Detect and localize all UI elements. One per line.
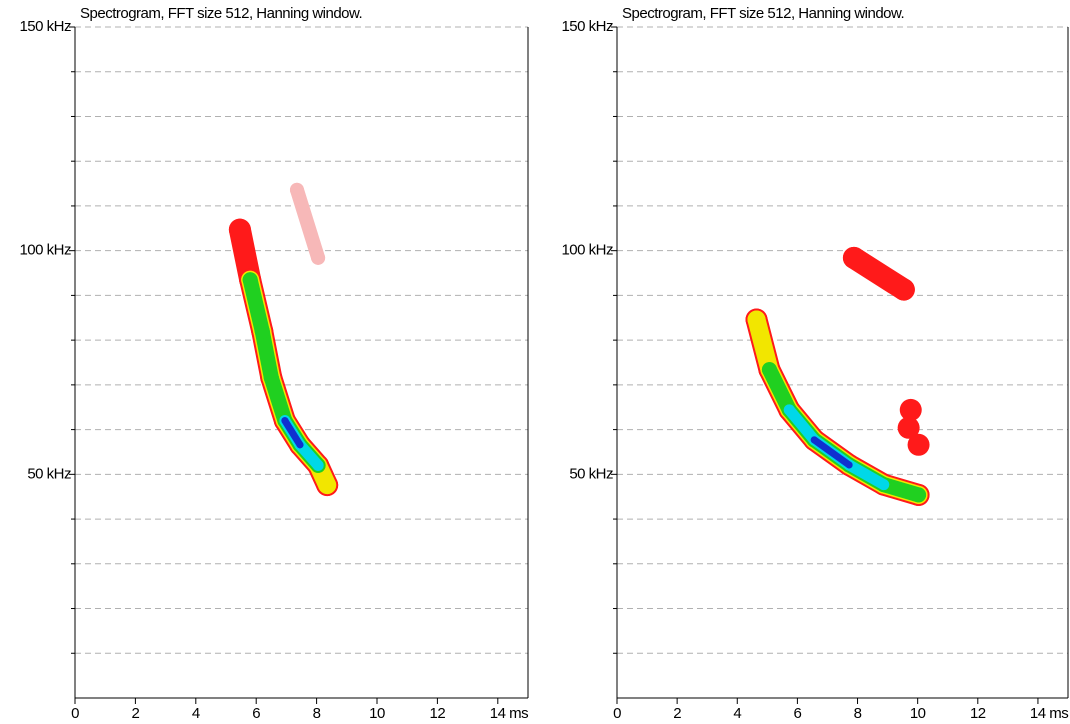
track-segment: [843, 459, 890, 491]
track-segment: [281, 417, 304, 449]
x-tick-label: 4: [192, 705, 200, 722]
y-tick-label: 100 kHz: [19, 242, 71, 259]
track-segment: [242, 272, 270, 339]
x-tick-label: 6: [793, 705, 801, 722]
x-tick-label: 4: [733, 705, 741, 722]
spectral-energy: [296, 441, 304, 449]
spectral-energy: [228, 218, 251, 241]
x-tick-label: 2: [131, 705, 139, 722]
chart-title: Spectrogram, FFT size 512, Hanning windo…: [80, 5, 362, 22]
panel: Spectrogram, FFT size 512, Hanning windo…: [19, 5, 528, 722]
y-tick-label: 150 kHz: [561, 18, 613, 35]
spectral-energy: [761, 362, 777, 378]
y-tick-label: 50 kHz: [27, 465, 71, 482]
spectral-energy: [289, 182, 304, 197]
spectral-energy: [878, 479, 890, 491]
spectral-energy: [892, 278, 915, 301]
x-tick-label: 14 ms: [490, 705, 528, 722]
x-tick-label: 10: [369, 705, 385, 722]
x-tick-label: 8: [854, 705, 862, 722]
spectral-energy: [263, 370, 279, 386]
x-tick-label: 0: [71, 705, 79, 722]
x-tick-label: 10: [910, 705, 926, 722]
spectral-energy: [242, 272, 258, 288]
call-track: [907, 433, 930, 456]
spectral-energy: [747, 310, 766, 329]
y-tick-label: 100 kHz: [561, 242, 613, 259]
x-tick-label: 14 ms: [1030, 705, 1068, 722]
spectral-energy: [845, 461, 853, 469]
panel: Spectrogram, FFT size 512, Hanning windo…: [561, 5, 1068, 722]
spectral-energy: [254, 323, 270, 339]
y-tick-label: 150 kHz: [19, 18, 71, 35]
call-track: [289, 182, 326, 265]
spectral-energy: [897, 416, 920, 439]
call-track: [745, 308, 930, 506]
spectral-energy: [281, 417, 289, 425]
spectral-energy: [810, 436, 818, 444]
chart-title: Spectrogram, FFT size 512, Hanning windo…: [622, 5, 904, 22]
spectral-energy: [907, 433, 930, 456]
call-track: [899, 398, 922, 421]
track-segment: [263, 370, 293, 429]
track-segment: [810, 436, 853, 469]
track-segment: [783, 404, 820, 446]
spectral-energy: [899, 398, 922, 421]
call-track: [228, 218, 339, 497]
x-tick-label: 12: [430, 705, 446, 722]
x-tick-label: 12: [970, 705, 986, 722]
spectral-energy: [783, 404, 795, 416]
x-tick-label: 6: [252, 705, 260, 722]
x-tick-label: 2: [673, 705, 681, 722]
spectral-energy: [312, 459, 324, 471]
spectral-energy: [311, 250, 326, 265]
x-tick-label: 8: [313, 705, 321, 722]
track-segment: [289, 182, 326, 265]
spectral-energy: [911, 487, 927, 503]
call-track: [842, 246, 915, 301]
spectral-energy: [318, 476, 337, 495]
y-tick-label: 50 kHz: [569, 465, 613, 482]
spectral-energy: [842, 246, 865, 269]
x-tick-label: 0: [613, 705, 621, 722]
call-track: [897, 416, 920, 439]
track-segment: [254, 323, 279, 386]
